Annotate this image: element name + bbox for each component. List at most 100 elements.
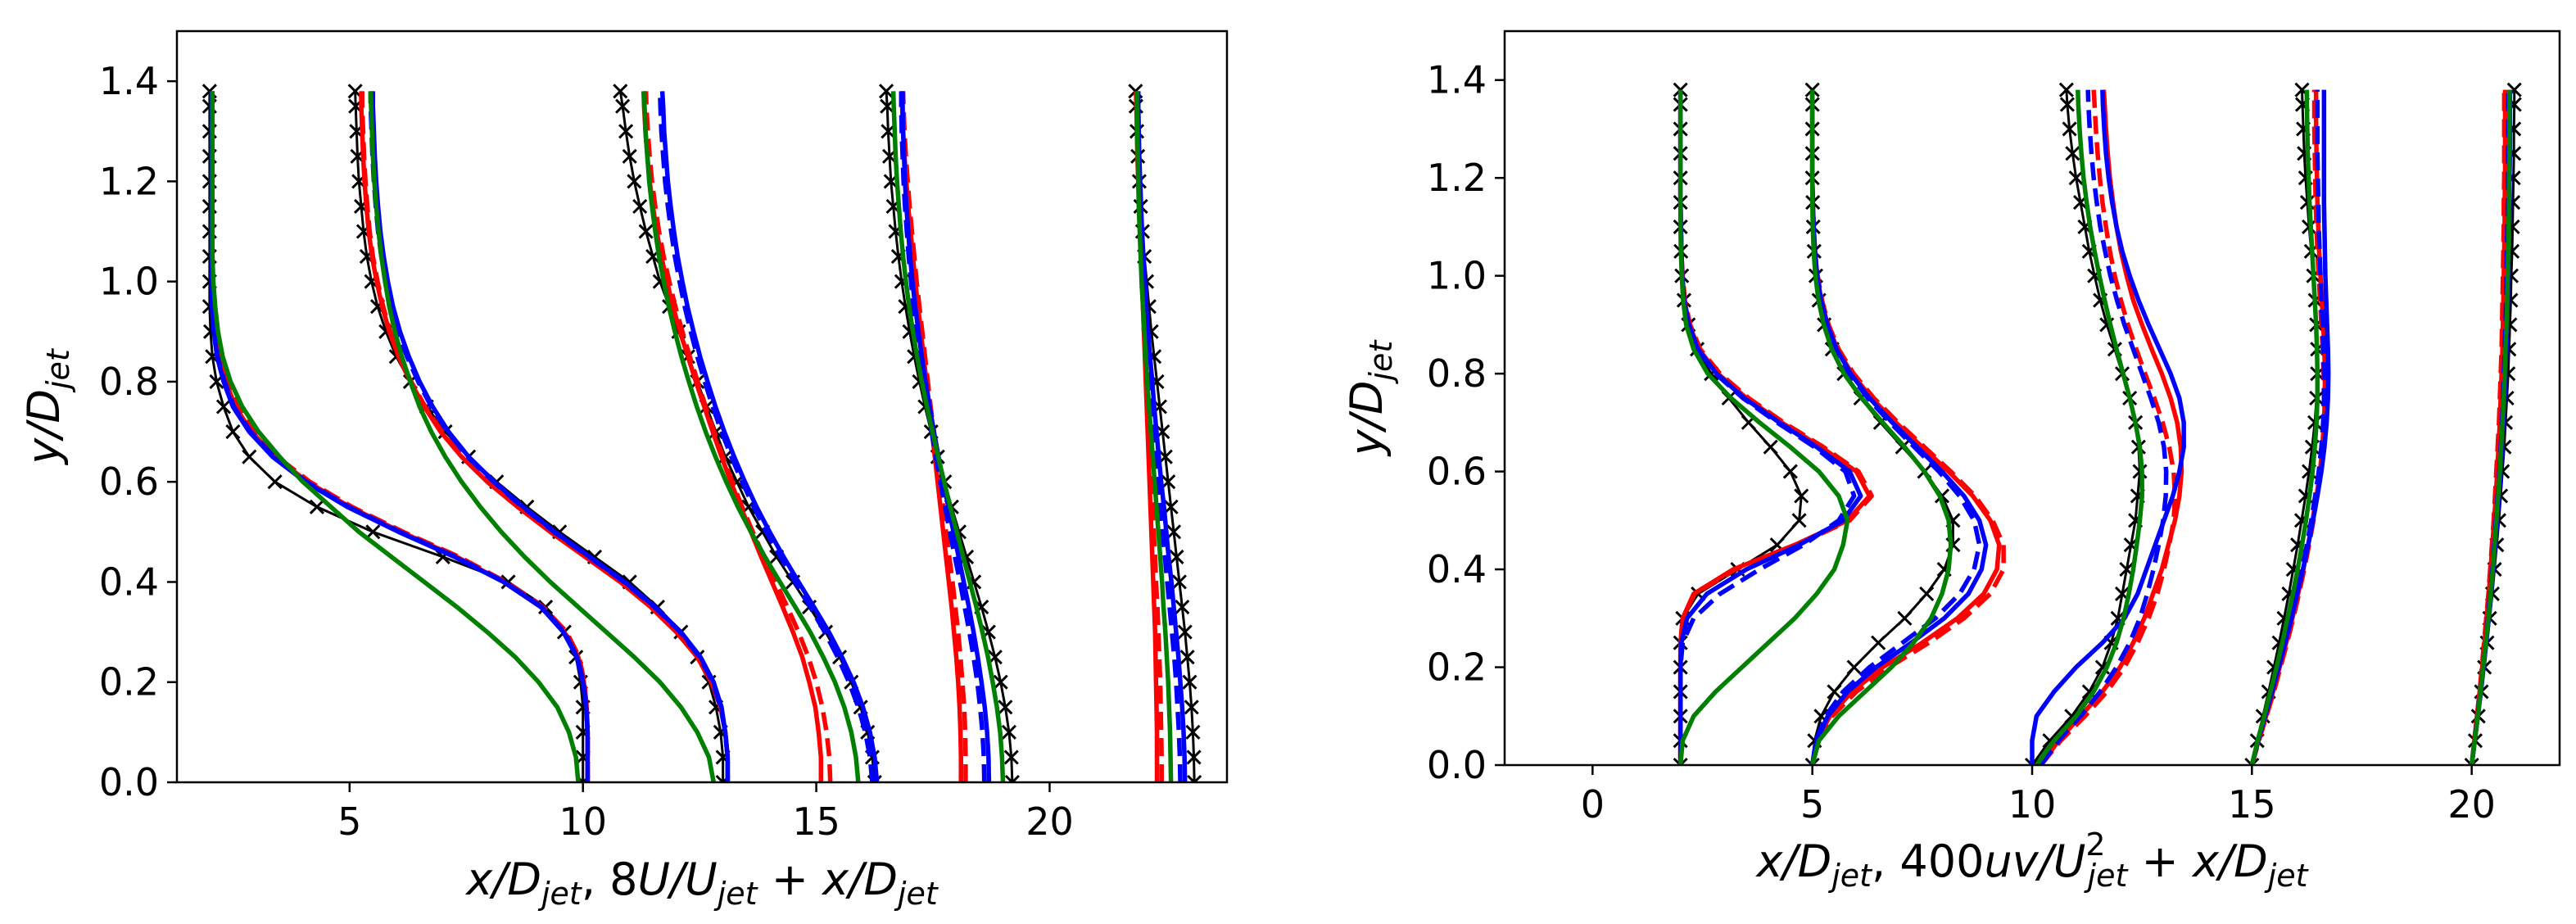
reference-marker-station-0-point-15 xyxy=(215,399,232,414)
plot-area xyxy=(1673,82,2522,765)
y-tick-label: 1.0 xyxy=(1427,254,1487,298)
reference-marker-station-2-point-25 xyxy=(622,148,637,164)
reference-marker-station-1-point-4 xyxy=(1846,659,1862,675)
y-tick-label: 0.6 xyxy=(1427,450,1487,494)
reference-marker-station-2-point-0 xyxy=(2024,757,2040,765)
reference-marker-station-4-point-4 xyxy=(1182,674,1197,690)
reference-marker-station-3-point-4 xyxy=(993,674,1008,690)
reference-marker-station-2-point-27 xyxy=(2059,97,2075,112)
axes-frame xyxy=(175,29,1229,784)
x-tick-label: 20 xyxy=(1025,799,1074,844)
reference-marker-station-1-point-6 xyxy=(1897,610,1913,626)
reference-marker-station-0-point-11 xyxy=(1794,488,1809,504)
reference-marker-station-0-point-0 xyxy=(1673,757,1688,765)
reynolds-stress-chart: 0 5 10 15 200.00.20.40.60.81.01.21.4x/Djet, … xyxy=(1341,29,2561,894)
reference-marker-station-4-point-0 xyxy=(2464,757,2479,765)
series-red-dashed-station-0 xyxy=(210,91,591,782)
series-blue-dashed-station-2 xyxy=(657,91,875,782)
x-axis-label-part-7: jet xyxy=(894,876,939,912)
x-tick-label: 10 xyxy=(559,799,607,844)
reference-marker-station-4-point-9 xyxy=(1169,549,1184,564)
x-axis-label: x/Djet, 400uv/U2 jet + x/Djet xyxy=(1754,827,2309,894)
reference-marker-station-4-point-10 xyxy=(1166,524,1182,540)
series-blue-dashed-station-0 xyxy=(1677,89,1857,765)
series-red-dashed-station-2 xyxy=(2039,89,2178,765)
x-axis-label-part-5: + xyxy=(758,854,823,905)
x-axis-label-part-3: uv/U xyxy=(1984,836,2085,887)
reference-marker-station-0-point-12 xyxy=(1782,464,1798,479)
axes-frame xyxy=(1503,29,2561,767)
series-green-solid-station-4 xyxy=(1134,91,1174,782)
reference-marker-station-2-point-26 xyxy=(2062,121,2077,137)
reference-marker-station-2-point-24 xyxy=(2068,170,2084,186)
series-red-solid-station-1 xyxy=(359,91,731,782)
series-green-solid-station-1 xyxy=(368,91,716,782)
reference-marker-station-1-point-7 xyxy=(1919,586,1935,601)
reference-marker-station-2-point-27 xyxy=(615,98,631,114)
x-axis-label-part-1: jet xyxy=(1827,858,1873,894)
x-axis-label-part-3: U/U xyxy=(638,854,718,905)
series-blue-solid-station-1 xyxy=(370,91,731,782)
series-blue-dashed-station-3 xyxy=(899,91,987,782)
x-axis-label-part-6: x/D xyxy=(821,854,898,905)
reference-marker-station-2-point-25 xyxy=(2065,146,2080,161)
series-green-solid-station-3 xyxy=(2249,89,2320,765)
x-tick-label: 5 xyxy=(337,799,361,844)
x-axis-label-part-1: jet xyxy=(537,876,583,912)
reference-marker-station-2-point-26 xyxy=(618,124,634,139)
reference-marker-station-4-point-1 xyxy=(1186,750,1202,765)
y-axis-label: y/Djet xyxy=(1341,339,1399,458)
y-tick-label: 1.4 xyxy=(1427,58,1487,102)
series-blue-solid-station-0 xyxy=(1677,89,1863,765)
y-tick-label: 1.2 xyxy=(99,159,159,203)
series-blue-dashed-station-2 xyxy=(2039,89,2169,765)
y-tick-label: 1.4 xyxy=(99,59,159,103)
x-axis-label-part-2: , 400 xyxy=(1872,836,1984,887)
series-blue-solid-station-2 xyxy=(2030,89,2186,765)
reference-marker-station-3-point-1 xyxy=(1003,750,1019,765)
y-tick-label: 0.0 xyxy=(99,760,159,804)
series-green-solid-station-3 xyxy=(890,91,1006,782)
series-blue-dashed-station-1 xyxy=(368,91,731,782)
reference-marker-station-2-point-23 xyxy=(632,198,648,215)
y-axis-label-part-1: jet xyxy=(40,347,76,393)
series-blue-solid-station-3 xyxy=(900,91,992,782)
y-tick-label: 0.0 xyxy=(1427,743,1487,787)
reference-marker-station-3-point-28 xyxy=(878,84,894,99)
series-blue-dashed-station-3 xyxy=(2249,89,2327,765)
series-green-solid-station-4 xyxy=(2469,89,2512,765)
series-blue-dashed-station-0 xyxy=(209,91,591,782)
reference-marker-station-3-point-0 xyxy=(2244,757,2260,765)
x-tick-label: 15 xyxy=(792,799,840,844)
x-axis-label-part-4: jet xyxy=(713,876,759,912)
y-tick-label: 0.6 xyxy=(99,460,159,504)
reference-marker-station-1-point-0 xyxy=(1804,757,1820,765)
x-axis-label-part-4: 2 xyxy=(2085,827,2105,863)
reference-marker-station-1-point-3 xyxy=(1827,684,1842,700)
reference-marker-station-2-point-28 xyxy=(2058,82,2074,97)
reference-marker-station-0-point-12 xyxy=(267,474,283,490)
series-blue-solid-station-2 xyxy=(659,91,880,782)
x-axis-label-part-6: + xyxy=(2127,836,2193,887)
reference-marker-station-0-point-14 xyxy=(225,424,241,440)
x-axis-label-part-8: jet xyxy=(2264,858,2310,894)
reference-marker-station-4-point-3 xyxy=(1184,700,1199,715)
x-axis-label: x/Djet, 8U/Ujet + x/Djet xyxy=(464,854,939,912)
reference-marker-station-0-point-13 xyxy=(1763,439,1778,455)
reference-marker-station-0-point-13 xyxy=(242,449,257,464)
x-axis-label-part-0: x/D xyxy=(1754,836,1831,887)
y-tick-label: 0.2 xyxy=(99,660,159,704)
y-axis-label-part-0: y/D xyxy=(18,389,70,466)
x-axis-label-part-0: x/D xyxy=(464,854,541,905)
series-red-dashed-station-2 xyxy=(643,91,833,782)
series-red-dashed-station-1 xyxy=(360,91,731,782)
y-axis-label-part-1: jet xyxy=(1363,339,1399,385)
series-red-dashed-station-0 xyxy=(1677,89,1874,765)
y-tick-label: 0.2 xyxy=(1427,645,1487,690)
x-axis-label-part-2: , 8 xyxy=(582,854,638,905)
plot-area xyxy=(201,84,1202,782)
reference-marker-station-4-point-0 xyxy=(1187,774,1202,782)
series-red-dashed-station-1 xyxy=(1809,89,2006,765)
y-tick-label: 0.8 xyxy=(1427,351,1487,396)
